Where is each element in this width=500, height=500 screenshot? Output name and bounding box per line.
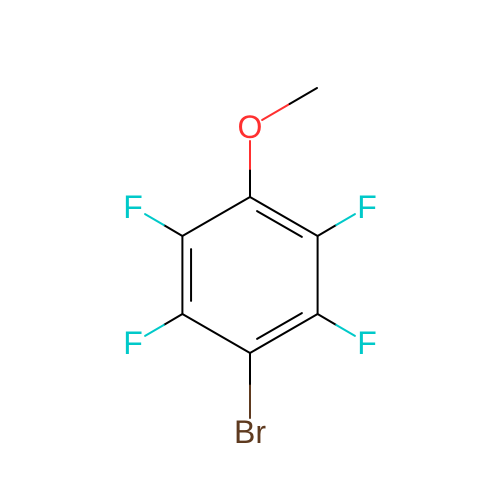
atom-F3: F <box>357 325 377 361</box>
sub-bond <box>336 325 355 336</box>
atom-F5: F <box>123 325 143 361</box>
sub-bond <box>145 214 164 225</box>
ring-bond <box>182 314 250 353</box>
sub-bond <box>336 214 355 225</box>
ring-bond <box>250 314 318 353</box>
sub-bond <box>318 225 337 236</box>
methoxy-bond <box>290 88 317 104</box>
sub-bond <box>164 225 183 236</box>
ring-bond <box>182 197 250 236</box>
atom-F2: F <box>357 189 377 225</box>
methoxy-bond <box>262 104 289 120</box>
sub-bond <box>164 314 183 325</box>
sub-bond <box>145 325 164 336</box>
atom-F6: F <box>123 189 143 225</box>
atom-Br: Br <box>234 414 266 450</box>
atom-O: O <box>238 109 263 145</box>
molecule-diagram: F F Br F F O <box>0 0 500 500</box>
sub-bond <box>318 314 337 325</box>
ring-bond <box>250 197 318 236</box>
